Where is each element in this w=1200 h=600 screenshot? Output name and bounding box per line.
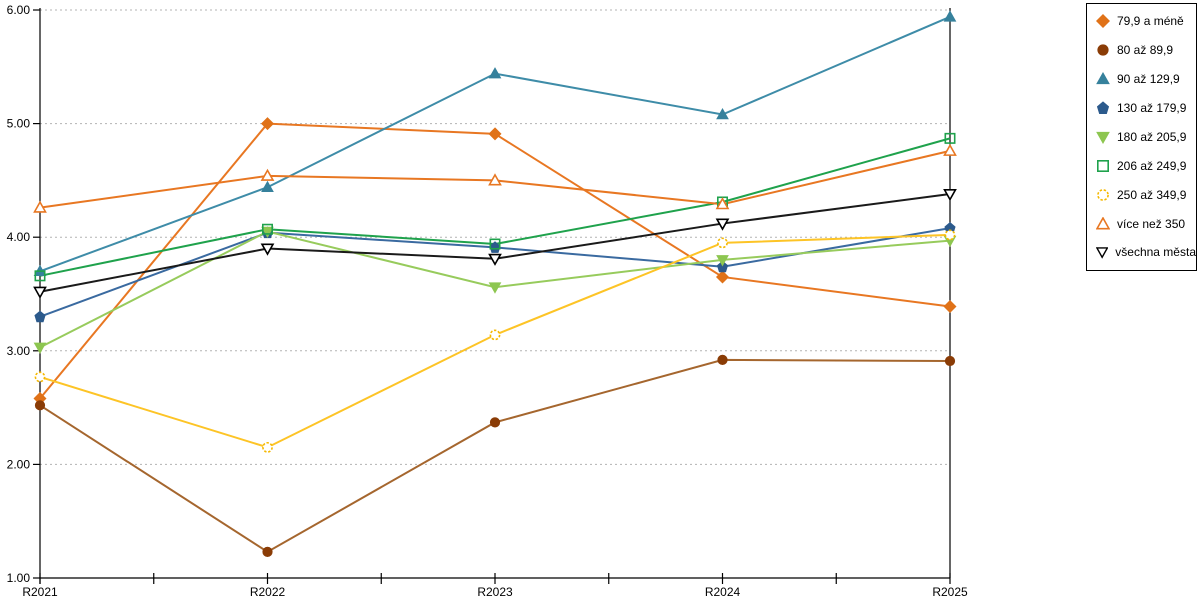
legend-marker-glyph bbox=[1096, 159, 1109, 172]
marker-8-R2021 bbox=[33, 286, 47, 299]
series-line-1 bbox=[39, 358, 951, 554]
y-axis-label: 1.00 bbox=[7, 571, 31, 585]
legend-item: 90 až 129,9 bbox=[1096, 67, 1196, 91]
triangle-down-legend-icon bbox=[1096, 131, 1110, 144]
marker-2-R2023 bbox=[488, 67, 502, 79]
marker-7-R2025 bbox=[943, 143, 957, 156]
marker-1-R2021 bbox=[34, 400, 46, 411]
legend-item-label: 250 až 349,9 bbox=[1117, 187, 1187, 202]
legend-item-label: 90 až 129,9 bbox=[1117, 72, 1180, 87]
x-axis-label: R2024 bbox=[705, 585, 741, 599]
marker-0-R2025 bbox=[943, 299, 957, 314]
marker-8-R2023 bbox=[488, 253, 502, 266]
x-axis-label: R2025 bbox=[932, 585, 968, 599]
square-legend-icon bbox=[1096, 159, 1109, 172]
y-axis-label: 5.00 bbox=[7, 117, 31, 131]
marker-8-R2025 bbox=[943, 188, 957, 202]
marker-5-R2022 bbox=[261, 223, 273, 235]
legend-marker-glyph bbox=[1097, 188, 1109, 201]
legend-item-label: 180 až 205,9 bbox=[1117, 129, 1187, 144]
marker-8-R2024 bbox=[715, 218, 730, 231]
y-axis-label: 3.00 bbox=[7, 344, 31, 358]
marker-1-R2024 bbox=[717, 354, 728, 365]
legend: 79,9 a méně 80 až 89,9 90 až 129,9 130 až 1… bbox=[1086, 3, 1197, 271]
triangle-up-legend-icon bbox=[1096, 72, 1110, 85]
legend-item: 180 až 205,9 bbox=[1096, 125, 1196, 149]
legend-item: 130 až 179,9 bbox=[1096, 96, 1196, 120]
marker-4-R2023 bbox=[488, 282, 502, 294]
legend-item: 206 až 249,9 bbox=[1096, 154, 1196, 178]
marker-4-R2021 bbox=[33, 342, 47, 354]
legend-item-label: 79,9 a méně bbox=[1117, 14, 1184, 29]
marker-4-R2024 bbox=[716, 255, 729, 267]
pentagon-legend-icon bbox=[1096, 101, 1110, 115]
triangle-down-legend-icon bbox=[1096, 247, 1109, 260]
legend-item-label: 206 až 249,9 bbox=[1117, 158, 1187, 173]
marker-7-R2022 bbox=[260, 168, 275, 181]
legend-marker-glyph bbox=[1096, 247, 1109, 260]
legend-marker-glyph bbox=[1096, 216, 1110, 230]
diamond-legend-icon bbox=[1096, 14, 1110, 29]
marker-0-R2023 bbox=[488, 127, 502, 141]
legend-item: 79,9 a méně bbox=[1096, 9, 1196, 33]
marker-3-R2021 bbox=[34, 310, 46, 323]
x-axis-label: R2022 bbox=[250, 585, 286, 599]
x-axis-label: R2023 bbox=[477, 585, 513, 599]
marker-7-R2021 bbox=[33, 200, 47, 213]
marker-4-R2022 bbox=[261, 226, 274, 239]
circle-legend-icon bbox=[1097, 44, 1109, 56]
y-axis-label: 6.00 bbox=[7, 3, 31, 17]
legend-marker-glyph bbox=[1096, 72, 1110, 85]
circle-dashed-legend-icon bbox=[1097, 188, 1109, 201]
y-axis-label: 4.00 bbox=[7, 230, 31, 244]
x-axis-label: R2021 bbox=[22, 585, 58, 599]
marker-2-R2025 bbox=[943, 10, 957, 22]
legend-marker-glyph bbox=[1096, 101, 1110, 115]
legend-item: všechna města bbox=[1096, 240, 1196, 264]
marker-0-R2024 bbox=[715, 270, 730, 284]
marker-8-R2022 bbox=[260, 243, 275, 256]
legend-marker-glyph bbox=[1097, 44, 1109, 56]
legend-marker-glyph bbox=[1096, 14, 1110, 29]
legend-marker-glyph bbox=[1096, 131, 1110, 144]
legend-item: 250 až 349,9 bbox=[1096, 183, 1196, 207]
triangle-up-legend-icon bbox=[1096, 216, 1110, 230]
marker-1-R2025 bbox=[944, 355, 956, 367]
marker-1-R2023 bbox=[489, 417, 501, 428]
marker-6-R2025 bbox=[944, 229, 956, 241]
marker-0-R2022 bbox=[260, 117, 275, 131]
marker-6-R2024 bbox=[717, 237, 728, 249]
legend-item-label: všechna města bbox=[1115, 245, 1196, 260]
marker-6-R2023 bbox=[489, 329, 501, 341]
marker-5-R2023 bbox=[489, 238, 501, 250]
marker-5-R2025 bbox=[944, 132, 956, 144]
legend-item: 80 až 89,9 bbox=[1096, 38, 1196, 62]
plot-area: 1.00 2.00 3.00 4.00 5.00 6.00 R2021 R2022 R2023 R… bbox=[7, 3, 968, 599]
y-axis-label: 2.00 bbox=[7, 457, 31, 471]
marker-7-R2023 bbox=[488, 173, 502, 186]
marker-7-R2024 bbox=[715, 197, 730, 210]
marker-3-R2024 bbox=[716, 260, 729, 273]
marker-6-R2021 bbox=[34, 371, 46, 383]
marker-2-R2024 bbox=[716, 107, 729, 120]
legend-item-label: 130 až 179,9 bbox=[1117, 101, 1187, 116]
legend-item-label: 80 až 89,9 bbox=[1117, 43, 1174, 58]
legend-item: více než 350 bbox=[1096, 212, 1196, 236]
marker-5-R2021 bbox=[34, 270, 46, 282]
marker-1-R2022 bbox=[262, 546, 273, 557]
marker-2-R2022 bbox=[261, 180, 274, 192]
legend-item-label: více než 350 bbox=[1117, 216, 1186, 231]
marker-6-R2022 bbox=[262, 441, 273, 453]
